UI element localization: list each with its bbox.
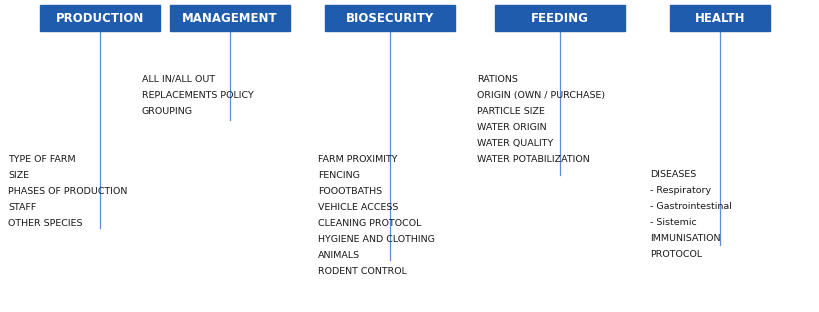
- Text: GROUPING: GROUPING: [142, 107, 192, 116]
- Text: TYPE OF FARM: TYPE OF FARM: [8, 155, 75, 164]
- Text: ANIMALS: ANIMALS: [318, 251, 360, 260]
- Text: BIOSECURITY: BIOSECURITY: [346, 12, 433, 25]
- FancyBboxPatch shape: [170, 5, 290, 31]
- Text: RODENT CONTROL: RODENT CONTROL: [318, 267, 406, 276]
- Text: VEHICLE ACCESS: VEHICLE ACCESS: [318, 203, 398, 212]
- Text: WATER POTABILIZATION: WATER POTABILIZATION: [477, 155, 589, 164]
- Text: DISEASES: DISEASES: [649, 170, 695, 179]
- Text: HEALTH: HEALTH: [694, 12, 744, 25]
- Text: MANAGEMENT: MANAGEMENT: [182, 12, 278, 25]
- Text: IMMUNISATION: IMMUNISATION: [649, 234, 720, 243]
- Text: PRODUCTION: PRODUCTION: [56, 12, 144, 25]
- Text: FOOOTBATHS: FOOOTBATHS: [318, 187, 382, 196]
- Text: WATER ORIGIN: WATER ORIGIN: [477, 123, 546, 132]
- FancyBboxPatch shape: [324, 5, 455, 31]
- Text: FARM PROXIMITY: FARM PROXIMITY: [318, 155, 397, 164]
- Text: PARTICLE SIZE: PARTICLE SIZE: [477, 107, 544, 116]
- Text: - Respiratory: - Respiratory: [649, 186, 710, 195]
- FancyBboxPatch shape: [669, 5, 769, 31]
- FancyBboxPatch shape: [40, 5, 160, 31]
- Text: ALL IN/ALL OUT: ALL IN/ALL OUT: [142, 75, 215, 84]
- Text: PROTOCOL: PROTOCOL: [649, 250, 701, 259]
- Text: RATIONS: RATIONS: [477, 75, 518, 84]
- Text: FENCING: FENCING: [318, 171, 360, 180]
- FancyBboxPatch shape: [495, 5, 624, 31]
- Text: PHASES OF PRODUCTION: PHASES OF PRODUCTION: [8, 187, 127, 196]
- Text: OTHER SPECIES: OTHER SPECIES: [8, 219, 83, 228]
- Text: ORIGIN (OWN / PURCHASE): ORIGIN (OWN / PURCHASE): [477, 91, 604, 100]
- Text: - Gastrointestinal: - Gastrointestinal: [649, 202, 731, 211]
- Text: SIZE: SIZE: [8, 171, 29, 180]
- Text: WATER QUALITY: WATER QUALITY: [477, 139, 553, 148]
- Text: CLEANING PROTOCOL: CLEANING PROTOCOL: [318, 219, 421, 228]
- Text: REPLACEMENTS POLICY: REPLACEMENTS POLICY: [142, 91, 253, 100]
- Text: STAFF: STAFF: [8, 203, 36, 212]
- Text: - Sistemic: - Sistemic: [649, 218, 696, 227]
- Text: HYGIENE AND CLOTHING: HYGIENE AND CLOTHING: [318, 235, 434, 244]
- Text: FEEDING: FEEDING: [531, 12, 588, 25]
